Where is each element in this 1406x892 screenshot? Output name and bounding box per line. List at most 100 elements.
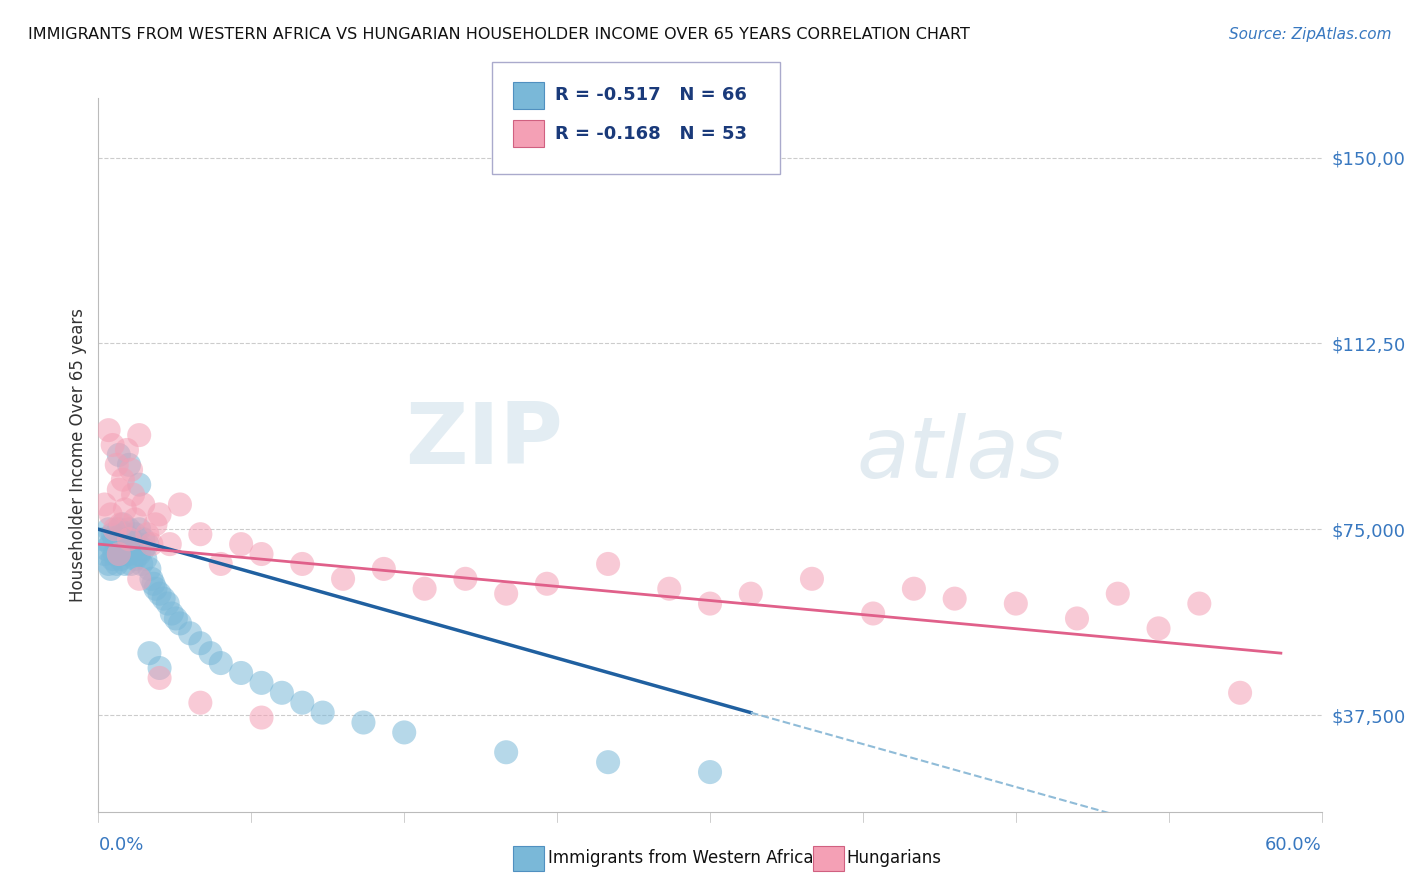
Point (145, 517, 167, 532)
Point (801, 572, 824, 586)
Point (291, 557, 314, 571)
Point (128, 428, 150, 442)
Point (114, 502, 136, 516)
Point (101, 527, 124, 541)
Point (114, 527, 136, 541)
Point (120, 532, 142, 546)
Point (1188, 597, 1211, 611)
Point (120, 557, 142, 571)
Point (93, 498, 115, 512)
Point (142, 576, 165, 591)
Point (165, 611, 187, 625)
Point (352, 715, 374, 730)
Text: IMMIGRANTS FROM WESTERN AFRICA VS HUNGARIAN HOUSEHOLDER INCOME OVER 65 YEARS COR: IMMIGRANTS FROM WESTERN AFRICA VS HUNGAR… (28, 27, 970, 42)
Point (118, 547, 141, 561)
Point (138, 646, 160, 660)
Point (101, 552, 124, 566)
Point (495, 587, 517, 601)
Point (152, 591, 174, 606)
Point (413, 582, 436, 596)
Point (129, 557, 152, 571)
Point (658, 582, 681, 596)
Point (100, 562, 122, 576)
Point (110, 552, 132, 566)
Point (132, 532, 155, 546)
Point (149, 508, 172, 522)
Point (141, 537, 163, 551)
Point (96, 542, 118, 557)
Text: ZIP: ZIP (405, 399, 564, 483)
Point (101, 438, 124, 452)
Point (231, 537, 253, 551)
Point (100, 537, 122, 551)
Point (124, 527, 146, 541)
Point (149, 587, 172, 601)
Point (141, 572, 163, 586)
Point (97, 522, 120, 536)
Point (100, 508, 122, 522)
Point (128, 522, 150, 536)
Point (104, 522, 127, 536)
Text: 0.0%: 0.0% (98, 837, 143, 855)
Point (108, 483, 131, 497)
Point (188, 527, 212, 541)
Text: R = -0.517   N = 66: R = -0.517 N = 66 (555, 87, 747, 104)
Point (699, 765, 721, 780)
Point (97, 423, 120, 437)
Point (105, 557, 128, 571)
Point (93, 547, 115, 561)
Point (111, 517, 134, 532)
Text: atlas: atlas (856, 413, 1064, 497)
Point (159, 537, 181, 551)
Point (156, 597, 179, 611)
Point (903, 582, 925, 596)
Text: Hungarians: Hungarians (846, 849, 942, 867)
Point (91, 532, 114, 546)
Point (122, 542, 145, 557)
Point (169, 616, 191, 631)
Point (145, 582, 167, 596)
Point (124, 512, 146, 526)
Text: R = -0.168   N = 53: R = -0.168 N = 53 (555, 125, 748, 143)
Point (108, 448, 131, 462)
Point (943, 591, 966, 606)
Point (740, 587, 762, 601)
Point (332, 572, 354, 586)
Point (231, 665, 253, 680)
Point (1066, 611, 1088, 625)
Y-axis label: Householder Income Over 65 years: Householder Income Over 65 years (69, 308, 87, 602)
Point (209, 557, 232, 571)
Text: Source: ZipAtlas.com: Source: ZipAtlas.com (1229, 27, 1392, 42)
Point (104, 547, 127, 561)
Point (188, 696, 212, 710)
Point (111, 473, 134, 487)
Point (1107, 587, 1129, 601)
Point (1147, 621, 1170, 635)
Point (209, 656, 232, 670)
Point (128, 547, 150, 561)
Point (312, 706, 335, 720)
Point (104, 532, 127, 546)
Point (120, 463, 142, 477)
Point (270, 686, 294, 700)
Point (128, 477, 150, 491)
Point (118, 458, 141, 472)
Point (291, 696, 314, 710)
Point (136, 537, 159, 551)
Point (110, 532, 132, 546)
Point (392, 725, 416, 739)
Point (598, 557, 620, 571)
Point (105, 537, 128, 551)
Point (250, 710, 273, 724)
Point (127, 537, 149, 551)
Point (115, 442, 138, 457)
Point (134, 552, 156, 566)
Point (108, 522, 131, 536)
Point (862, 607, 884, 621)
Point (250, 676, 273, 690)
Point (699, 597, 721, 611)
Point (122, 487, 145, 501)
Point (250, 547, 273, 561)
Point (124, 552, 146, 566)
Point (1229, 686, 1251, 700)
